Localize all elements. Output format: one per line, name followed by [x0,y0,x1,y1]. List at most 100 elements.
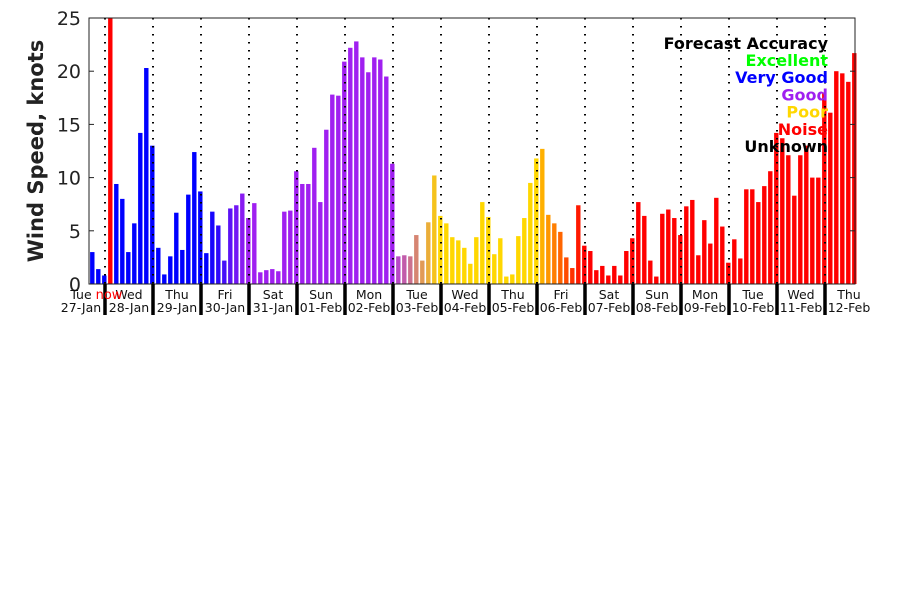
now-bar [108,18,113,284]
day-name-label: Wed [451,287,478,302]
bar-08-Feb-0 [636,202,641,284]
bar-07-Feb-3 [606,275,611,284]
bar-28-Jan-7 [150,145,155,284]
bar-30-Jan-5 [234,205,239,284]
day-name-label: Mon [692,287,718,302]
bar-08-Feb-7 [678,235,683,284]
bar-10-Feb-2 [744,189,749,284]
bar-05-Feb-0 [492,254,497,284]
y-tick-label: 25 [57,8,81,30]
bar-27-Jan-2 [102,275,107,284]
day-name-label: Sat [599,287,620,302]
bar-06-Feb-3 [558,231,563,284]
day-date-label: 01-Feb [300,300,343,315]
day-date-label: 27-Jan [61,300,101,315]
bar-08-Feb-5 [666,209,671,284]
legend-entry-good: Good [781,85,828,104]
bar-12-Feb-1 [834,71,839,284]
bar-28-Jan-3 [126,252,131,284]
bar-10-Feb-0 [732,239,737,284]
bar-31-Jan-4 [276,271,281,284]
y-axis: 0 5 10 15 20 25 [57,8,855,296]
bar-29-Jan-7 [198,191,203,284]
bar-11-Feb-7 [822,92,827,284]
bar-07-Feb-6 [624,251,629,284]
day-date-label: 02-Feb [348,300,391,315]
legend-entry-very-good: Very Good [735,68,828,87]
day-date-label: 07-Feb [588,300,631,315]
y-axis-label: Wind Speed, knots [24,40,48,263]
day-name-label: Thu [836,287,860,302]
bar-07-Feb-1 [594,270,599,284]
day-date-label: 05-Feb [492,300,535,315]
day-name-label: Wed [115,287,142,302]
day-name-label: Fri [218,287,233,302]
bar-29-Jan-6 [192,152,197,284]
day-date-label: 11-Feb [780,300,823,315]
bars-layer [90,18,857,285]
bar-31-Jan-3 [270,269,275,284]
bar-06-Feb-1 [546,214,551,284]
bar-10-Feb-1 [738,258,743,284]
bar-01-Feb-7 [342,61,347,285]
day-date-label: 04-Feb [444,300,487,315]
bar-01-Feb-2 [312,147,317,284]
day-name-label: Thu [500,287,524,302]
bar-05-Feb-1 [498,238,503,284]
bar-03-Feb-3 [414,235,419,284]
now-label: now [96,288,123,303]
bar-31-Jan-2 [264,270,269,284]
bar-01-Feb-5 [330,94,335,284]
day-date-label: 30-Jan [205,300,245,315]
bar-07-Feb-4 [612,265,617,284]
bar-29-Jan-2 [168,256,173,284]
day-date-label: 03-Feb [396,300,439,315]
bar-09-Feb-4 [708,243,713,284]
day-date-label: 09-Feb [684,300,727,315]
y-tick-label: 15 [57,114,81,136]
bar-09-Feb-3 [702,220,707,284]
bar-01-Feb-6 [336,95,341,284]
day-name-label: Sat [263,287,284,302]
bar-29-Jan-3 [174,212,179,284]
bar-03-Feb-4 [420,260,425,284]
bar-31-Jan-5 [282,211,287,284]
bar-29-Jan-5 [186,194,191,284]
bar-01-Feb-4 [324,129,329,284]
day-name-label: Sun [309,287,333,302]
bar-11-Feb-5 [810,177,815,284]
day-name-label: Tue [741,287,764,302]
bar-09-Feb-2 [696,255,701,284]
bar-04-Feb-1 [450,237,455,284]
day-date-label: 28-Jan [109,300,149,315]
bar-10-Feb-5 [762,186,767,284]
bar-02-Feb-3 [366,72,371,284]
bar-04-Feb-0 [444,223,449,284]
bar-07-Feb-2 [600,265,605,284]
bar-30-Jan-2 [216,225,221,284]
bar-12-Feb-0 [828,112,833,284]
bar-30-Jan-6 [240,193,245,284]
bar-07-Feb-5 [618,275,623,284]
plot-frame [88,17,856,285]
bar-03-Feb-2 [408,256,413,284]
bar-06-Feb-7 [582,245,587,284]
day-date-label: 10-Feb [732,300,775,315]
day-date-label: 08-Feb [636,300,679,315]
bar-06-Feb-0 [540,148,545,284]
bar-30-Jan-3 [222,260,227,284]
bar-09-Feb-1 [690,199,695,284]
legend-entry-noise: Noise [778,120,828,139]
day-name-label: Mon [356,287,382,302]
bar-11-Feb-1 [786,155,791,284]
day-name-label: Tue [405,287,428,302]
day-date-label: 12-Feb [828,300,871,315]
day-date-label: 06-Feb [540,300,583,315]
bar-31-Jan-0 [252,203,257,284]
bar-01-Feb-1 [306,183,311,284]
bar-04-Feb-5 [474,237,479,284]
bar-28-Jan-5 [138,132,143,284]
bar-03-Feb-0 [396,256,401,284]
bar-12-Feb-3 [846,81,851,284]
bar-09-Feb-5 [714,197,719,284]
